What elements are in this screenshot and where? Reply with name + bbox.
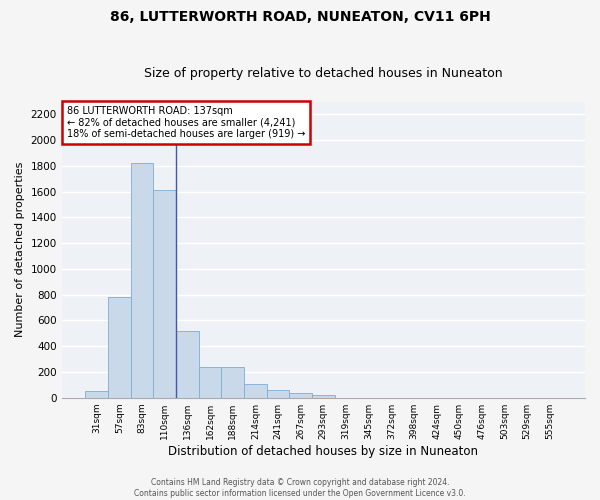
X-axis label: Distribution of detached houses by size in Nuneaton: Distribution of detached houses by size … — [169, 444, 478, 458]
Bar — [266, 390, 289, 398]
Bar — [131, 164, 154, 398]
Text: Contains HM Land Registry data © Crown copyright and database right 2024.
Contai: Contains HM Land Registry data © Crown c… — [134, 478, 466, 498]
Bar — [289, 392, 312, 398]
Bar — [154, 190, 176, 398]
Title: Size of property relative to detached houses in Nuneaton: Size of property relative to detached ho… — [144, 66, 503, 80]
Text: 86, LUTTERWORTH ROAD, NUNEATON, CV11 6PH: 86, LUTTERWORTH ROAD, NUNEATON, CV11 6PH — [110, 10, 490, 24]
Bar — [312, 395, 335, 398]
Bar — [108, 298, 131, 398]
Bar — [221, 368, 244, 398]
Y-axis label: Number of detached properties: Number of detached properties — [15, 162, 25, 338]
Bar — [85, 390, 108, 398]
Bar — [244, 384, 266, 398]
Bar — [199, 367, 221, 398]
Bar — [176, 330, 199, 398]
Text: 86 LUTTERWORTH ROAD: 137sqm
← 82% of detached houses are smaller (4,241)
18% of : 86 LUTTERWORTH ROAD: 137sqm ← 82% of det… — [67, 106, 305, 139]
